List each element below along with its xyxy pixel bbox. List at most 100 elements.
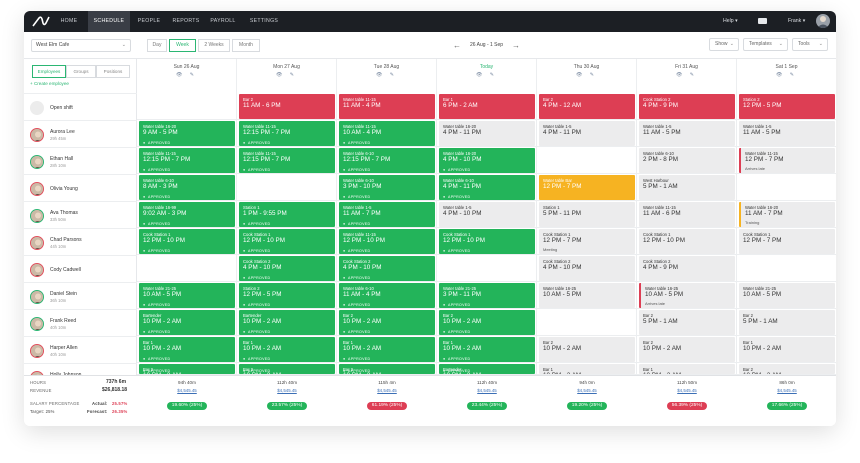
shift-block[interactable]: Bar 110 PM - 2 AM (639, 364, 735, 374)
day-actions-icon[interactable]: 👁 ✎ (176, 72, 197, 78)
shift-block[interactable]: West Harbour 5 PM - 1 AM (639, 175, 735, 200)
view-2-weeks[interactable]: 2 Weeks (198, 39, 230, 52)
shift-block[interactable]: Water table 11-15 11 AM - 6 PM (639, 202, 735, 227)
shift-block[interactable]: Station 2 12 PM - 5 PM ● APPROVED (239, 283, 335, 308)
shift-block[interactable]: Water table 1-5 4 PM - 11 PM (539, 121, 635, 146)
shift-block[interactable]: Bar 210 PM - 2 AM● APPROVED (139, 364, 235, 374)
shift-block[interactable]: Water table 16-20 11 AM - 7 PM Training (739, 202, 835, 227)
user-menu[interactable]: Frank ▾ (788, 18, 806, 24)
shift-block[interactable]: Water table 6-10 12:15 PM - 7 PM ● APPROVE… (339, 148, 435, 173)
tab-employees[interactable]: Employees (32, 65, 66, 78)
employee-row[interactable]: Olivia Young (24, 174, 137, 201)
location-select[interactable]: West Elm Cafe ⌄ (31, 39, 131, 52)
nav-home[interactable]: HOME (60, 18, 78, 24)
shift-block[interactable]: Water table 16-20 4 PM - 11 PM (439, 121, 535, 146)
view-month[interactable]: Month (232, 39, 260, 52)
employee-row[interactable]: Daniel Stein 36h 10m (24, 282, 137, 309)
view-week[interactable]: Week (169, 39, 196, 52)
grid-cell[interactable] (237, 174, 337, 201)
employee-row[interactable]: Frank Reed 40h 10m (24, 309, 137, 336)
shift-block[interactable]: Cook Station 1 12 PM - 7 PM Meeting (539, 229, 635, 254)
shift-block[interactable]: Water table 6-10 2 PM - 8 PM (639, 148, 735, 173)
day-actions-icon[interactable]: 👁 ✎ (776, 72, 797, 78)
grid-cell[interactable] (737, 174, 836, 201)
shift-block[interactable]: Water table 16-20 9 AM - 5 PM ● APPROVED (139, 121, 235, 146)
employee-row[interactable]: Chad Parsons 44h 10m (24, 228, 137, 255)
shift-block[interactable]: Station 2 12 PM - 5 PM (739, 94, 835, 119)
grid-cell[interactable] (737, 255, 836, 282)
shift-block[interactable]: Water table 1-5 11 AM - 5 PM (739, 121, 835, 146)
grid-cell[interactable] (137, 255, 237, 282)
user-avatar[interactable] (816, 14, 830, 28)
day-label[interactable]: Today (479, 64, 494, 70)
nav-reports[interactable]: REPORTS (172, 18, 200, 24)
grid-cell[interactable] (437, 255, 537, 282)
day-revenue[interactable]: $4,545.45 (577, 388, 597, 393)
shift-block[interactable]: Water table 11-15 12:15 PM - 7 PM ● APPROV… (239, 148, 335, 173)
nav-schedule[interactable]: SCHEDULE (88, 11, 130, 32)
date-range[interactable]: 26 Aug - 1 Sep (470, 42, 504, 48)
day-revenue[interactable]: $4,545.45 (477, 388, 497, 393)
shift-block[interactable]: Bar 210 PM - 2 AM● APPROVED (339, 364, 435, 374)
shift-block[interactable]: Cook Station 1 12 PM - 10 PM ● APPROVED (439, 229, 535, 254)
day-label[interactable]: Fri 31 Aug (675, 64, 698, 70)
day-label[interactable]: Tue 28 Aug (373, 64, 400, 70)
shift-block[interactable]: Water table 16-25 10 AM - 5 PM (539, 283, 635, 308)
templates-button[interactable]: Templates ⌄ (743, 38, 788, 51)
shift-block[interactable]: Water table 21-25 10 AM - 5 PM (739, 283, 835, 308)
shift-block[interactable]: Bar 1 10 PM - 2 AM ● APPROVED (239, 337, 335, 362)
shift-block[interactable]: Cook Station 1 12 PM - 10 PM ● APPROVED (139, 229, 235, 254)
shift-block[interactable]: Water table 6-10 3 PM - 10 PM ● APPROVED (339, 175, 435, 200)
view-day[interactable]: Day (147, 39, 167, 52)
shift-block[interactable]: Bar 110 PM - 2 AM (539, 364, 635, 374)
prev-week-arrow-icon[interactable]: ← (453, 41, 461, 50)
shift-block[interactable]: Water table 16-20 4 PM - 10 PM ● APPROVED (439, 148, 535, 173)
day-label[interactable]: Thu 30 Aug (573, 64, 600, 70)
tab-groups[interactable]: Groups (66, 65, 96, 78)
employee-row[interactable]: Harper Allen 40h 10m (24, 336, 137, 363)
shift-block[interactable]: Cook Station 1 12 PM - 10 PM ● APPROVED (239, 229, 335, 254)
shift-block[interactable]: Bar 1 10 PM - 2 AM ● APPROVED (139, 337, 235, 362)
shift-block[interactable]: Water table 6-10 11 AM - 4 PM ● APPROVED (339, 283, 435, 308)
shift-block[interactable]: Water table 11-15 12 PM - 7 PM Arrives lat… (739, 148, 835, 173)
shift-block[interactable]: Water table 1-5 11 AM - 5 PM (639, 121, 735, 146)
shift-block[interactable]: Water table 16-25 10 AM - 5 PM Arrives lat… (639, 283, 735, 308)
next-week-arrow-icon[interactable]: → (512, 41, 520, 50)
shift-block[interactable]: Bar 210 PM - 2 AM● APPROVED (239, 364, 335, 374)
shift-block[interactable]: Bar 210 PM - 2 AM (739, 364, 835, 374)
shift-block[interactable]: Water table 21-25 3 PM - 11 PM ● APPROVED (439, 283, 535, 308)
day-revenue[interactable]: $4,545.45 (377, 388, 397, 393)
day-actions-icon[interactable]: 👁 ✎ (276, 72, 297, 78)
shift-block[interactable]: Bar 2 11 AM - 6 PM (239, 94, 335, 119)
shift-block[interactable]: Bar 1 10 PM - 2 AM ● APPROVED (439, 337, 535, 362)
nav-settings[interactable]: SETTINGS (249, 18, 279, 24)
day-label[interactable]: Sun 26 Aug (173, 64, 200, 70)
grid-cell[interactable] (137, 93, 237, 120)
shift-block[interactable]: Water table 6-10 8 AM - 3 PM ● APPROVED (139, 175, 235, 200)
nav-payroll[interactable]: PAYROLL (210, 18, 236, 24)
day-actions-icon[interactable]: 👁 ✎ (576, 72, 597, 78)
tools-button[interactable]: Tools ⌄ (792, 38, 828, 51)
day-label[interactable]: Mon 27 Aug (273, 64, 300, 70)
day-label[interactable]: Sat 1 Sep (775, 64, 798, 70)
shift-block[interactable]: Cook Station 1 12 PM - 10 PM (639, 229, 735, 254)
open-shift-row[interactable]: Open shift (24, 93, 137, 120)
employee-row[interactable]: Cody Cadwell (24, 255, 137, 282)
shift-block[interactable]: Water table 1-5 4 PM - 10 PM (439, 202, 535, 227)
shift-block[interactable]: Bar 1 10 PM - 2 AM ● APPROVED (339, 337, 435, 362)
help-menu[interactable]: Help ▾ (723, 18, 738, 24)
shift-block[interactable]: Water table 11-15 12:15 PM - 7 PM ● APPROV… (239, 121, 335, 146)
employee-row[interactable]: Ethan Hall 28h 10m (24, 147, 137, 174)
shift-block[interactable]: Cook Station 1 12 PM - 7 PM (739, 229, 835, 254)
shift-block[interactable]: Water table 6-10 4 PM - 11 PM ● APPROVED (439, 175, 535, 200)
